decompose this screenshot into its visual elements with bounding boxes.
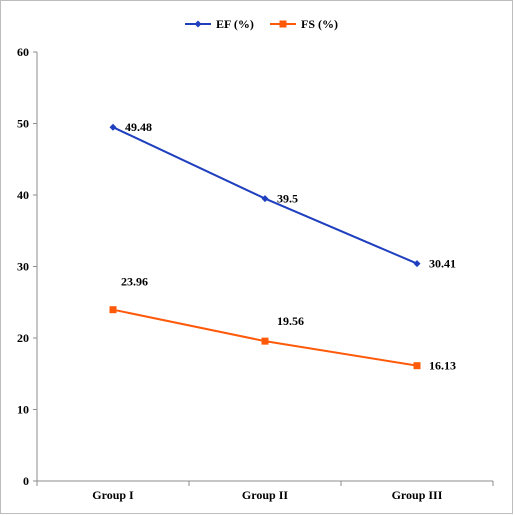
point-marker [109, 306, 117, 314]
y-tick-label: 20 [17, 331, 29, 345]
point-marker [261, 195, 269, 203]
x-tick-label: Group III [392, 488, 443, 502]
data-label: 30.41 [429, 257, 456, 271]
point-marker [261, 337, 269, 345]
series-layer [109, 123, 421, 370]
data-labels: 49.48 39.5 30.41 23.96 19.56 16.13 [121, 120, 456, 372]
x-tick-label: Group II [242, 488, 288, 502]
point-marker [413, 260, 421, 268]
data-label: 23.96 [121, 275, 148, 289]
data-label: 39.5 [277, 192, 298, 206]
point-marker [413, 362, 421, 370]
legend-label: EF (%) [216, 17, 254, 31]
point-marker [109, 123, 117, 131]
legend-marker [279, 20, 287, 28]
y-tick-label: 10 [17, 403, 29, 417]
y-tick-label: 40 [17, 188, 29, 202]
y-tick-label: 0 [23, 474, 29, 488]
data-label: 16.13 [429, 359, 456, 373]
data-label: 49.48 [125, 120, 152, 134]
axes: 0 10 20 30 40 50 60 Group I Group II Group III [17, 45, 494, 502]
legend-label: FS (%) [301, 17, 338, 31]
legend: EF (%) FS (%) [185, 17, 338, 31]
x-tick-label: Group I [92, 488, 134, 502]
y-tick-label: 50 [17, 117, 29, 131]
y-tick-label: 30 [17, 260, 29, 274]
data-label: 19.56 [277, 314, 304, 328]
legend-marker [194, 20, 202, 28]
y-tick-label: 60 [17, 45, 29, 59]
